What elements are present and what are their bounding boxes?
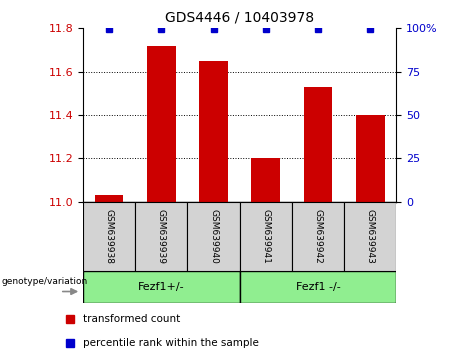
Text: GSM639942: GSM639942 — [313, 209, 323, 264]
Bar — [356, 115, 384, 202]
Bar — [240, 202, 292, 271]
Text: percentile rank within the sample: percentile rank within the sample — [83, 338, 260, 348]
Bar — [344, 202, 396, 271]
Text: GSM639943: GSM639943 — [366, 209, 375, 264]
Bar — [199, 61, 228, 202]
Bar — [147, 46, 176, 202]
Bar — [252, 159, 280, 202]
Text: GSM639941: GSM639941 — [261, 209, 270, 264]
Text: GSM639939: GSM639939 — [157, 209, 166, 264]
Bar — [95, 195, 124, 202]
Bar — [188, 202, 240, 271]
Text: Fezf1 -/-: Fezf1 -/- — [296, 282, 341, 292]
Text: transformed count: transformed count — [83, 314, 181, 324]
Title: GDS4446 / 10403978: GDS4446 / 10403978 — [165, 10, 314, 24]
Bar — [292, 202, 344, 271]
Text: Fezf1+/-: Fezf1+/- — [138, 282, 185, 292]
Bar — [83, 271, 240, 303]
Bar — [83, 202, 135, 271]
Bar — [240, 271, 396, 303]
Text: GSM639940: GSM639940 — [209, 209, 218, 264]
Text: GSM639938: GSM639938 — [105, 209, 113, 264]
Bar — [304, 87, 332, 202]
Text: genotype/variation: genotype/variation — [2, 278, 88, 286]
Bar — [135, 202, 188, 271]
